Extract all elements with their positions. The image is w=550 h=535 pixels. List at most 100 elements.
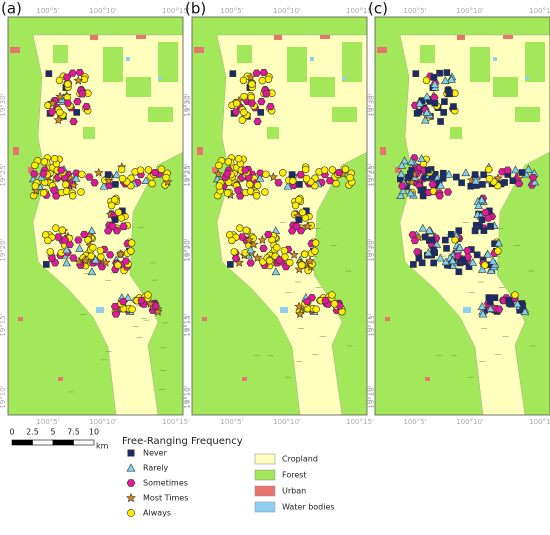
urban-patch [242, 377, 247, 381]
symbol-always [485, 174, 494, 183]
symbol-always [77, 188, 85, 196]
forest-patch [267, 127, 279, 139]
symbol-never [518, 169, 526, 176]
symbol-always [144, 166, 153, 174]
symbol-sometimes [69, 254, 78, 262]
symbol-never [486, 298, 494, 305]
latitude-label: 19°20' [183, 238, 191, 261]
symbol-sometimes [495, 305, 504, 313]
latitude-label: 19°30' [183, 93, 191, 116]
symbol-always [30, 191, 38, 200]
symbol-never [471, 171, 479, 178]
water-patch [158, 77, 162, 80]
symbol-most-times [73, 75, 83, 85]
symbol-always [148, 179, 156, 188]
urban-patch [136, 35, 146, 39]
symbol-always [234, 154, 243, 163]
urban-patch [58, 377, 63, 381]
legend-label: Rarely [143, 464, 169, 473]
symbol-always [127, 239, 136, 247]
symbol-rarely [415, 99, 425, 107]
symbol-never [459, 256, 466, 264]
scale-label: 10 [89, 428, 99, 437]
latitude-label: 19°25' [368, 163, 376, 186]
forest-patch [332, 107, 357, 122]
symbol-sometimes [150, 168, 160, 177]
forest-patch [470, 47, 490, 82]
symbol-rarely [75, 243, 84, 252]
symbol-always [328, 166, 337, 174]
symbol-always [484, 165, 493, 174]
symbol-sometimes [262, 90, 271, 98]
symbol-always [451, 236, 459, 244]
longitude-label: 100°15' [346, 418, 374, 426]
symbol-never [439, 175, 447, 182]
symbol-most-times [80, 255, 91, 265]
symbol-always [301, 250, 309, 258]
symbol-never [407, 170, 414, 178]
urban-patch [320, 35, 330, 39]
latitude-label: 19°20' [368, 238, 376, 261]
symbol-sometimes [72, 169, 81, 177]
symbol-always [295, 196, 303, 204]
symbol-sometimes [257, 98, 266, 106]
symbol-rarely [471, 176, 481, 185]
longitude-label: 100°5' [36, 418, 59, 426]
symbol-always [64, 80, 72, 88]
longitude-label: 100°10' [456, 7, 484, 15]
symbol-rarely [396, 191, 406, 199]
longitude-label: 100°15' [529, 418, 550, 426]
symbol-rarely [520, 307, 530, 316]
symbol-never [443, 245, 450, 252]
symbol-most-times [126, 492, 136, 503]
symbol-never [288, 171, 296, 178]
symbol-always [286, 258, 294, 267]
symbol-sometimes [235, 192, 245, 200]
symbol-sometimes [47, 108, 57, 116]
forest-patch [420, 45, 435, 63]
symbol-rarely [71, 173, 81, 182]
symbol-always [289, 177, 297, 185]
symbol-never [455, 227, 463, 234]
symbol-never [465, 263, 473, 271]
symbol-most-times [246, 72, 256, 82]
symbol-rarely [436, 253, 445, 262]
symbol-rarely [440, 76, 450, 84]
symbol-sometimes [74, 236, 83, 244]
longitude-label: 100°10' [89, 418, 117, 426]
symbol-rarely [91, 255, 100, 264]
latitude-label: 19°25' [184, 163, 192, 186]
symbol-rarely [123, 293, 133, 301]
symbol-most-times [68, 180, 79, 190]
symbol-sometimes [321, 296, 330, 305]
symbol-most-times [145, 298, 156, 308]
map-panel [374, 16, 550, 416]
symbol-most-times [302, 221, 313, 231]
urban-patch [28, 167, 34, 173]
symbol-always [494, 247, 502, 255]
longitude-label: 100°10' [89, 7, 117, 15]
symbol-most-times [31, 185, 41, 195]
symbol-rarely [407, 157, 416, 166]
legend-label: Most Times [143, 494, 188, 503]
symbol-always [330, 300, 339, 308]
symbol-rarely [524, 164, 533, 173]
symbol-never [111, 216, 119, 224]
legend-label: Sometimes [143, 479, 188, 488]
symbol-always [311, 239, 320, 247]
longitude-label: 100°5' [220, 418, 243, 426]
symbol-sometimes [264, 230, 273, 238]
symbol-most-times [47, 98, 58, 108]
map-frame [7, 16, 184, 416]
legend-title: Free-Ranging Frequency [122, 436, 243, 447]
symbol-rarely [87, 226, 97, 234]
symbol-most-times [407, 177, 417, 187]
scale-label: 0 [9, 428, 14, 437]
latitude-label: 19°30' [0, 93, 7, 116]
symbol-always [117, 165, 126, 174]
symbol-always [291, 201, 300, 210]
symbol-never [452, 173, 460, 181]
symbol-rarely [486, 304, 495, 312]
symbol-rarely [478, 309, 488, 318]
symbol-never [45, 70, 53, 77]
